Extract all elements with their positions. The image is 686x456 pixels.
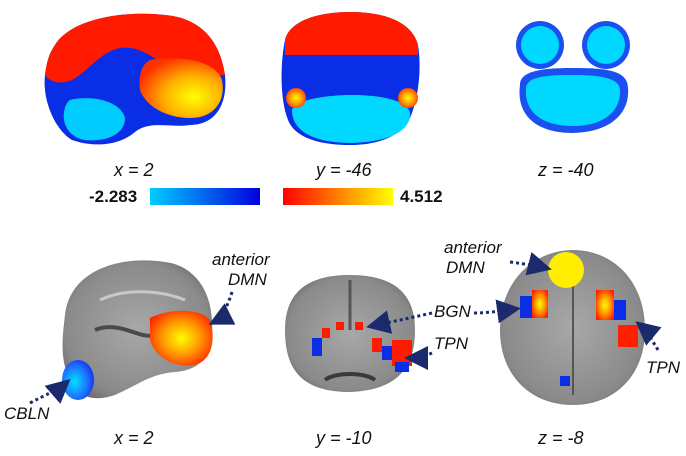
arrow-anterior-dmn-ax	[509, 251, 552, 276]
bottom-coronal-label: y = -10	[316, 428, 372, 448]
annotation-cbln: CBLN	[4, 404, 50, 423]
annotation-bgn: BGN	[434, 302, 471, 321]
top-sagittal-label: x = 2	[114, 160, 154, 180]
arrow-tpn-ax	[635, 321, 662, 351]
annotation-anterior-dmn-ax-line1: anterior	[444, 238, 502, 257]
annotation-tpn-cor: TPN	[434, 334, 468, 353]
arrow-tpn-cor	[404, 345, 433, 370]
top-coronal-map	[281, 12, 420, 145]
bottom-axial-slice	[500, 250, 645, 405]
top-axial-map	[516, 21, 630, 133]
top-sagittal-map	[44, 13, 226, 145]
annotation-anterior-dmn-sag: anterior DMN	[212, 250, 270, 290]
colorbar-negative	[150, 188, 260, 205]
colorbar-max-value: 4.512	[400, 187, 443, 206]
bottom-sagittal-slice	[62, 260, 213, 400]
annotation-anterior-dmn-ax-line2: DMN	[446, 258, 485, 277]
annotation-tpn-ax: TPN	[646, 358, 680, 377]
bottom-axial-label: z = -8	[538, 428, 584, 448]
annotation-anterior-dmn-sag-line1: anterior	[212, 250, 270, 269]
arrow-anterior-dmn-sag	[208, 291, 236, 325]
colorbar-positive	[283, 188, 393, 205]
top-coronal-label: y = -46	[316, 160, 372, 180]
bottom-coronal-slice	[285, 275, 415, 392]
annotation-anterior-dmn-ax: anterior DMN	[444, 238, 502, 278]
bottom-sagittal-label: x = 2	[114, 428, 154, 448]
annotation-anterior-dmn-sag-line2: DMN	[228, 270, 267, 289]
arrow-cbln	[29, 379, 71, 405]
colorbar-min-value: -2.283	[89, 187, 138, 206]
arrow-bgn	[366, 310, 433, 334]
arrow-bgn-axial	[473, 299, 521, 324]
top-axial-label: z = -40	[538, 160, 594, 180]
